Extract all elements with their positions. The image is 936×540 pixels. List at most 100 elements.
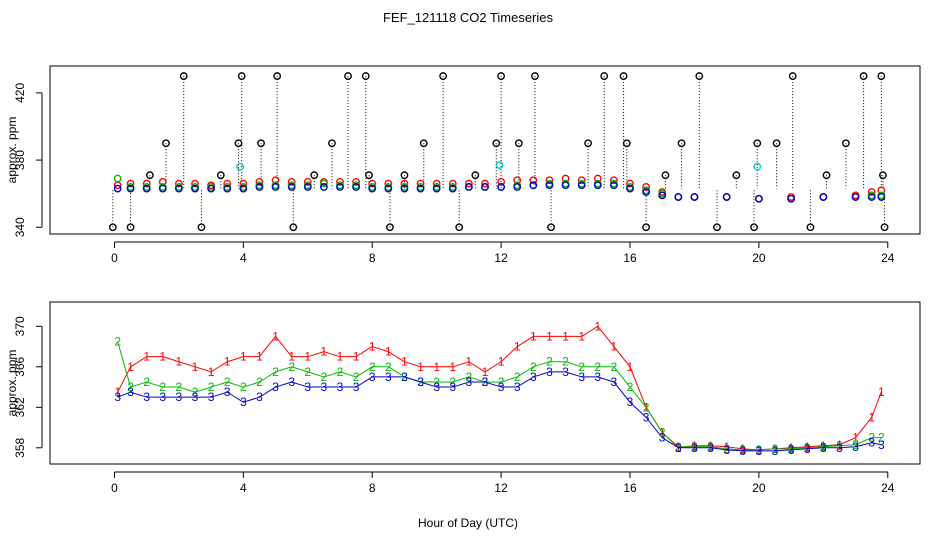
series-3-marker: 3 (820, 441, 827, 455)
series-1-marker: 1 (321, 345, 328, 359)
series-3-marker: 3 (546, 365, 553, 379)
series-2-marker: 2 (836, 439, 843, 453)
top-x-tick-label: 0 (111, 251, 118, 265)
bottom-x-tick-label: 4 (240, 481, 247, 495)
series-spikes-point (879, 171, 887, 180)
series-2-marker: 2 (723, 442, 730, 456)
series-spikes-point (344, 72, 352, 80)
series-3-marker: 3 (353, 380, 360, 394)
series-2-marker: 2 (611, 360, 618, 374)
series-3-marker: 3 (337, 380, 344, 394)
series-1-marker: 1 (449, 360, 456, 374)
series-spikes-point (531, 72, 539, 80)
series-1-point (384, 179, 393, 188)
series-spikes-point (497, 72, 506, 80)
series-2-line (117, 341, 882, 451)
series-3-marker: 3 (739, 444, 746, 458)
bottom-x-tick-label: 16 (623, 481, 637, 495)
series-1-marker: 1 (546, 329, 553, 343)
series-1-point (239, 179, 248, 188)
series-spikes-point (492, 139, 501, 148)
series-3-point (207, 184, 216, 193)
series-3-marker: 3 (401, 370, 408, 384)
series-spikes-point (365, 171, 373, 180)
series-1-point (400, 179, 409, 188)
top-x-tick-label: 4 (240, 251, 247, 265)
series-3-marker: 3 (723, 443, 730, 457)
series-1-marker: 1 (143, 350, 150, 364)
series-3-point (158, 184, 167, 193)
series-3-point (239, 184, 248, 193)
series-3-marker: 3 (272, 380, 279, 394)
series-1-marker: 1 (659, 426, 666, 440)
series-2-marker: 2 (482, 375, 489, 389)
series-3-marker: 3 (482, 375, 489, 389)
series-2-marker: 2 (546, 355, 553, 369)
series-spikes-point (877, 72, 886, 80)
series-2-marker: 2 (627, 380, 634, 394)
series-spikes-point (677, 139, 686, 148)
series-spikes-point (859, 72, 868, 80)
series-3-point (113, 184, 122, 193)
series-3-point (432, 184, 441, 193)
series-3-marker: 3 (836, 441, 843, 455)
series-3-point (658, 191, 667, 200)
series-spikes-point (713, 223, 721, 232)
bottom-y-tick-label: 370 (13, 316, 27, 336)
series-3-point (384, 184, 393, 193)
series-3-marker: 3 (240, 395, 247, 409)
series-2-marker: 2 (756, 443, 763, 457)
series-1-marker: 1 (337, 350, 344, 364)
series-1-marker: 1 (159, 350, 166, 364)
series-spikes-point (273, 72, 282, 80)
series-1-marker: 1 (852, 431, 859, 445)
series-1-point (416, 179, 425, 188)
series-spikes-point (661, 171, 670, 180)
series-spikes-point (600, 72, 609, 80)
top-y-tick-label: 420 (13, 83, 27, 103)
bottom-y-tick-label: 358 (13, 437, 27, 457)
series-3-marker: 3 (385, 370, 392, 384)
series-3-marker: 3 (675, 441, 682, 455)
series-1-marker: 1 (240, 350, 247, 364)
series-3-point (593, 181, 602, 190)
top-x-tick-label: 12 (494, 251, 508, 265)
series-1-marker: 1 (868, 410, 875, 424)
top-x-tick-label: 16 (623, 251, 637, 265)
top-x-tick-label: 8 (369, 251, 376, 265)
series-3-marker: 3 (643, 410, 650, 424)
series-1-marker: 1 (385, 345, 392, 359)
series-1-marker: 1 (804, 440, 811, 454)
series-1-marker: 1 (127, 360, 134, 374)
series-3-marker: 3 (176, 390, 183, 404)
series-spikes-point (108, 223, 117, 232)
series-3-point (674, 193, 683, 201)
series-2-marker: 2 (788, 442, 795, 456)
series-1-point (191, 179, 199, 188)
series-spikes-point (237, 72, 246, 80)
series-1-point (142, 179, 151, 188)
series-3-point (609, 181, 618, 190)
series-1-marker: 1 (723, 440, 730, 454)
series-spikes-point (257, 139, 265, 148)
series-2-marker: 2 (353, 370, 360, 384)
series-std-point (236, 162, 245, 171)
series-1-marker: 1 (772, 442, 779, 456)
series-1-marker: 1 (611, 340, 618, 354)
series-2-marker: 2 (224, 375, 231, 389)
series-spikes-point (880, 223, 889, 232)
series-spikes-point (806, 223, 815, 232)
series-spikes-point (310, 171, 319, 180)
series-3-marker: 3 (224, 385, 231, 399)
series-1-marker: 1 (192, 360, 199, 374)
series-2-marker: 2 (401, 370, 408, 384)
series-3-point (754, 194, 763, 203)
series-3-point (368, 184, 377, 193)
series-1-marker: 1 (691, 439, 698, 453)
bottom-x-axis: 0 4 8 12 16 20 24 (111, 471, 895, 495)
series-3-point (191, 184, 199, 193)
series-1-point (223, 179, 232, 188)
series-3-point (126, 184, 135, 193)
